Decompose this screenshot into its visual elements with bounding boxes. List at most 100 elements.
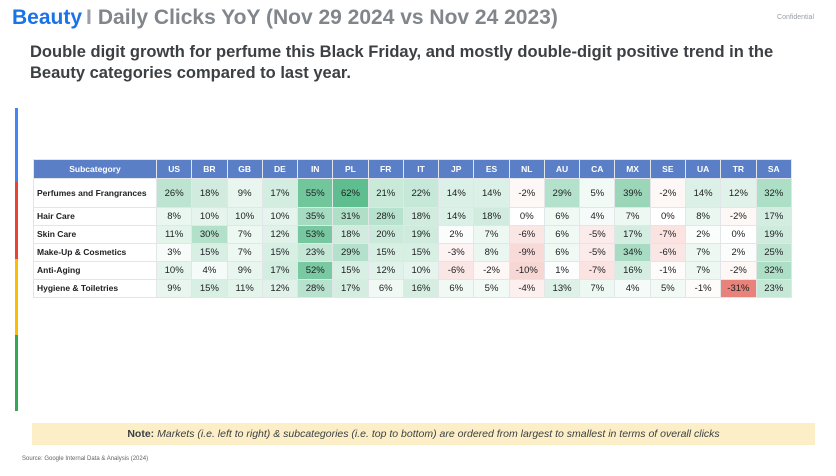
header-market: CA (579, 159, 616, 179)
table-cell: 17% (261, 178, 299, 208)
table-cell: 10% (226, 207, 263, 226)
table-row: Make-Up & Cosmetics 3% 15% 7% 15% 23% 29% 15% 15… (33, 243, 793, 262)
row-label: Hygiene & Toiletries (33, 279, 157, 298)
table-cell: -4% (508, 279, 545, 298)
table-cell: 21% (367, 178, 404, 208)
row-label: Make-Up & Cosmetics (33, 243, 157, 262)
table-cell: 5% (579, 178, 616, 208)
table-cell: 8% (155, 207, 193, 226)
table-cell: 12% (367, 261, 404, 280)
header-market: NL (508, 159, 545, 179)
table-cell: 34% (614, 243, 651, 262)
table-cell: 4% (614, 279, 651, 298)
table-cell: 18% (332, 225, 369, 244)
table-cell: 1% (543, 261, 581, 280)
table-cell: 6% (438, 279, 475, 298)
side-bar-red (15, 182, 18, 259)
table-cell: 39% (614, 178, 651, 208)
note-text: Markets (i.e. left to right) & subcatego… (157, 428, 720, 440)
header-market: IN (297, 159, 334, 179)
table-cell: 16% (614, 261, 651, 280)
table-cell: 18% (402, 207, 440, 226)
header: Beauty I Daily Clicks YoY (Nov 29 2024 v… (12, 6, 558, 32)
table-cell: 26% (155, 178, 193, 208)
table-cell: -1% (684, 279, 722, 298)
subtitle: Double digit growth for perfume this Bla… (30, 43, 774, 82)
table-cell: 2% (720, 243, 757, 262)
table-cell: 9% (226, 178, 263, 208)
header-market: SA (755, 159, 793, 179)
table-row: Hair Care 8% 10% 10% 10% 35% 31% 28% 18% 14% 18% 0%… (33, 207, 793, 226)
header-market: DE (261, 159, 299, 179)
table-cell: 7% (614, 207, 651, 226)
note-label: Note: (127, 428, 155, 440)
table-cell: -9% (508, 243, 545, 262)
table-cell: 29% (543, 178, 581, 208)
table-cell: 2% (684, 225, 722, 244)
yoy-clicks-table: Subcategory US BR GB DE IN PL FR IT JP ES NL AU CA MX S… (33, 159, 793, 298)
table-cell: 15% (191, 243, 228, 262)
table-cell: 14% (438, 178, 475, 208)
table-cell: -5% (579, 225, 616, 244)
table-cell: 17% (332, 279, 369, 298)
table-cell: 31% (332, 207, 369, 226)
table-row: Skin Care 11% 30% 7% 12% 53% 18% 20% 19% 2% 7% -6% 6… (33, 225, 793, 244)
table-cell: -3% (438, 243, 475, 262)
table-cell: 7% (579, 279, 616, 298)
table-cell: 7% (226, 243, 263, 262)
header-market: BR (191, 159, 228, 179)
table-cell: -2% (508, 178, 545, 208)
table-cell: 23% (755, 279, 793, 298)
table-cell: 7% (684, 243, 722, 262)
table-cell: 11% (155, 225, 193, 244)
header-market: SE (649, 159, 686, 179)
table-cell: 3% (155, 243, 193, 262)
table-cell: 0% (720, 225, 757, 244)
table-cell: 13% (543, 279, 581, 298)
brand-label: Beauty (12, 6, 83, 29)
table-cell: 5% (649, 279, 686, 298)
table-cell: -7% (649, 225, 686, 244)
table-cell: 23% (297, 243, 334, 262)
table-cell: 12% (720, 178, 757, 208)
table-cell: -1% (649, 261, 686, 280)
header-market: GB (226, 159, 263, 179)
table-cell: 8% (473, 243, 510, 262)
header-market: MX (614, 159, 651, 179)
table-cell: 28% (367, 207, 404, 226)
table-cell: -2% (649, 178, 686, 208)
table-cell: 15% (261, 243, 299, 262)
table-cell: -7% (579, 261, 616, 280)
table-cell: 10% (155, 261, 193, 280)
table-cell: 18% (473, 207, 510, 226)
table-cell: -2% (720, 261, 757, 280)
title-separator: I (86, 6, 92, 29)
table-cell: 7% (684, 261, 722, 280)
row-label: Anti-Aging (33, 261, 157, 280)
table-cell: 10% (261, 207, 299, 226)
header-market: US (155, 159, 193, 179)
table-header-row: Subcategory US BR GB DE IN PL FR IT JP ES NL AU CA MX S… (33, 159, 793, 179)
header-market: IT (402, 159, 440, 179)
table-row: Perfumes and Frangrances 26% 18% 9% 17% 55% 62… (33, 178, 793, 208)
header-market: PL (332, 159, 369, 179)
table-cell: 17% (755, 207, 793, 226)
table-cell: 17% (614, 225, 651, 244)
table-cell: 29% (332, 243, 369, 262)
table-cell: 28% (297, 279, 334, 298)
table-cell: 55% (297, 178, 334, 208)
table-cell: 6% (543, 225, 581, 244)
header-market: UA (684, 159, 722, 179)
table-cell: 17% (261, 261, 299, 280)
table-cell: 8% (684, 207, 722, 226)
side-bar-blue (15, 108, 18, 182)
table-cell: 62% (332, 178, 369, 208)
table-cell: 14% (438, 207, 475, 226)
table-cell: 52% (297, 261, 334, 280)
header-subcategory: Subcategory (33, 159, 157, 179)
table-cell: 53% (297, 225, 334, 244)
table-cell: 14% (473, 178, 510, 208)
table-cell: 22% (402, 178, 440, 208)
table-cell: 6% (367, 279, 404, 298)
header-market: FR (367, 159, 404, 179)
